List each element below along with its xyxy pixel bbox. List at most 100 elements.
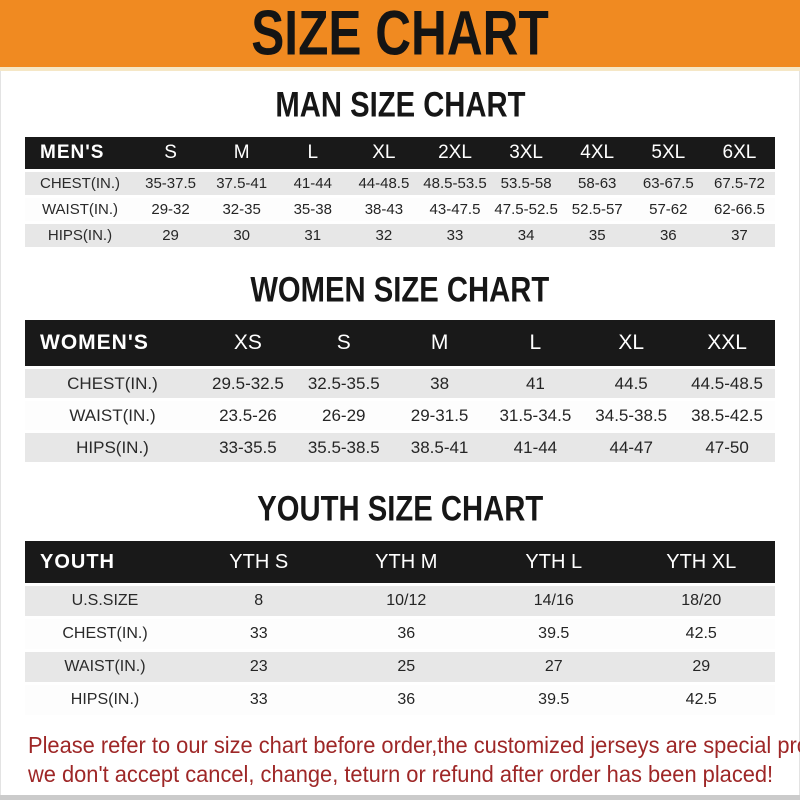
man-size-chart-heading: MAN SIZE CHART xyxy=(274,85,526,125)
size-column-header: S xyxy=(135,137,207,169)
man-section: MAN SIZE CHART xyxy=(0,85,800,125)
size-value-cell: 36 xyxy=(332,619,480,649)
size-value-cell: 37.5-41 xyxy=(206,172,278,195)
row-label: CHEST(IN.) xyxy=(25,369,200,398)
measurement-row: CHEST(IN.) 29.5-32.5 32.5-35.5 38 41 44.5 44.5… xyxy=(25,369,775,398)
size-value-cell: 35-37.5 xyxy=(135,172,207,195)
size-column-header: L xyxy=(487,320,584,366)
order-disclaimer-line-1: Please refer to our size chart before or… xyxy=(28,732,800,758)
row-label: WAIST(IN.) xyxy=(25,198,135,221)
row-label: WAIST(IN.) xyxy=(25,401,200,430)
size-value-cell: 26-29 xyxy=(295,401,392,430)
size-value-cell: 44.5-48.5 xyxy=(679,369,775,398)
size-value-cell: 18/20 xyxy=(627,586,775,616)
size-value-cell: 42.5 xyxy=(627,685,775,715)
size-value-cell: 10/12 xyxy=(332,586,480,616)
size-value-cell: 67.5-72 xyxy=(703,172,775,195)
size-value-cell: 33 xyxy=(185,619,333,649)
table-group-label: MEN'S xyxy=(25,137,135,169)
row-label: HIPS(IN.) xyxy=(25,685,185,715)
size-value-cell: 42.5 xyxy=(627,619,775,649)
measurement-row: CHEST(IN.) 35-37.5 37.5-41 41-44 44-48.5 48.5… xyxy=(25,172,775,195)
row-label: HIPS(IN.) xyxy=(25,224,135,247)
size-column-header: YTH S xyxy=(185,541,333,583)
size-column-header: YTH XL xyxy=(627,541,775,583)
size-column-header: YTH M xyxy=(332,541,480,583)
measurement-row: U.S.SIZE 8 10/12 14/16 18/20 xyxy=(25,586,775,616)
size-value-cell: 14/16 xyxy=(480,586,628,616)
size-column-header: XL xyxy=(583,320,680,366)
size-value-cell: 53.5-58 xyxy=(490,172,562,195)
size-value-cell: 29 xyxy=(135,224,207,247)
size-value-cell: 57-62 xyxy=(632,198,704,221)
row-label: WAIST(IN.) xyxy=(25,652,185,682)
table-group-label: WOMEN'S xyxy=(25,320,200,366)
page-title: SIZE CHART xyxy=(251,0,549,69)
women-section: WOMEN SIZE CHART xyxy=(0,271,800,308)
size-value-cell: 43-47.5 xyxy=(419,198,491,221)
size-value-cell: 62-66.5 xyxy=(703,198,775,221)
size-value-cell: 44-48.5 xyxy=(348,172,420,195)
size-value-cell: 38.5-42.5 xyxy=(679,401,775,430)
size-value-cell: 41 xyxy=(487,369,584,398)
measurement-row: CHEST(IN.) 33 36 39.5 42.5 xyxy=(25,619,775,649)
size-column-header: XXL xyxy=(679,320,775,366)
size-value-cell: 29-32 xyxy=(135,198,207,221)
size-column-header: M xyxy=(206,137,278,169)
size-value-cell: 36 xyxy=(332,685,480,715)
size-table-header-row: WOMEN'S XS S M L XL XXL xyxy=(25,320,775,366)
youth-size-table: YOUTH YTH S YTH M YTH L YTH XL U.S.SIZE 8 10/12… xyxy=(25,538,775,718)
men-size-table: MEN'S S M L XL 2XL 3XL 4XL 5XL 6XL CHEST(IN.) 35-37… xyxy=(25,134,775,250)
size-value-cell: 34.5-38.5 xyxy=(583,401,680,430)
size-value-cell: 39.5 xyxy=(480,685,628,715)
size-column-header: XL xyxy=(348,137,420,169)
size-value-cell: 33-35.5 xyxy=(200,433,296,462)
size-column-header: XS xyxy=(200,320,296,366)
youth-size-chart-heading: YOUTH SIZE CHART xyxy=(257,489,543,529)
size-value-cell: 27 xyxy=(480,652,628,682)
order-disclaimer-line-2: we don't accept cancel, change, teturn o… xyxy=(28,761,774,787)
size-value-cell: 23 xyxy=(185,652,333,682)
size-value-cell: 35 xyxy=(561,224,633,247)
size-column-header: 5XL xyxy=(632,137,704,169)
size-value-cell: 35.5-38.5 xyxy=(295,433,392,462)
size-value-cell: 23.5-26 xyxy=(200,401,296,430)
size-value-cell: 39.5 xyxy=(480,619,628,649)
bottom-divider xyxy=(0,795,800,800)
size-value-cell: 25 xyxy=(332,652,480,682)
size-value-cell: 52.5-57 xyxy=(561,198,633,221)
size-table-header-row: MEN'S S M L XL 2XL 3XL 4XL 5XL 6XL xyxy=(25,137,775,169)
measurement-row: HIPS(IN.) 33-35.5 35.5-38.5 38.5-41 41-44 44-… xyxy=(25,433,775,462)
size-value-cell: 37 xyxy=(703,224,775,247)
size-chart-banner: SIZE CHART xyxy=(0,0,800,71)
size-column-header: M xyxy=(391,320,488,366)
measurement-row: HIPS(IN.) 29 30 31 32 33 34 35 36 37 xyxy=(25,224,775,247)
size-value-cell: 44-47 xyxy=(583,433,680,462)
size-value-cell: 8 xyxy=(185,586,333,616)
size-value-cell: 30 xyxy=(206,224,278,247)
size-value-cell: 29-31.5 xyxy=(391,401,488,430)
size-value-cell: 33 xyxy=(185,685,333,715)
size-value-cell: 31 xyxy=(277,224,349,247)
size-value-cell: 32-35 xyxy=(206,198,278,221)
size-column-header: YTH L xyxy=(480,541,628,583)
size-value-cell: 47.5-52.5 xyxy=(490,198,562,221)
youth-section: YOUTH SIZE CHART xyxy=(0,489,800,529)
row-label: HIPS(IN.) xyxy=(25,433,200,462)
row-label: U.S.SIZE xyxy=(25,586,185,616)
size-value-cell: 34 xyxy=(490,224,562,247)
size-column-header: 3XL xyxy=(490,137,562,169)
size-column-header: 6XL xyxy=(703,137,775,169)
size-column-header: S xyxy=(295,320,392,366)
size-value-cell: 29 xyxy=(627,652,775,682)
size-value-cell: 29.5-32.5 xyxy=(200,369,296,398)
measurement-row: WAIST(IN.) 23.5-26 26-29 29-31.5 31.5-34.5 34… xyxy=(25,401,775,430)
size-value-cell: 63-67.5 xyxy=(632,172,704,195)
size-column-header: 4XL xyxy=(561,137,633,169)
size-value-cell: 31.5-34.5 xyxy=(487,401,584,430)
size-value-cell: 38.5-41 xyxy=(391,433,488,462)
size-value-cell: 36 xyxy=(632,224,704,247)
row-label: CHEST(IN.) xyxy=(25,619,185,649)
size-value-cell: 38-43 xyxy=(348,198,420,221)
size-column-header: L xyxy=(277,137,349,169)
